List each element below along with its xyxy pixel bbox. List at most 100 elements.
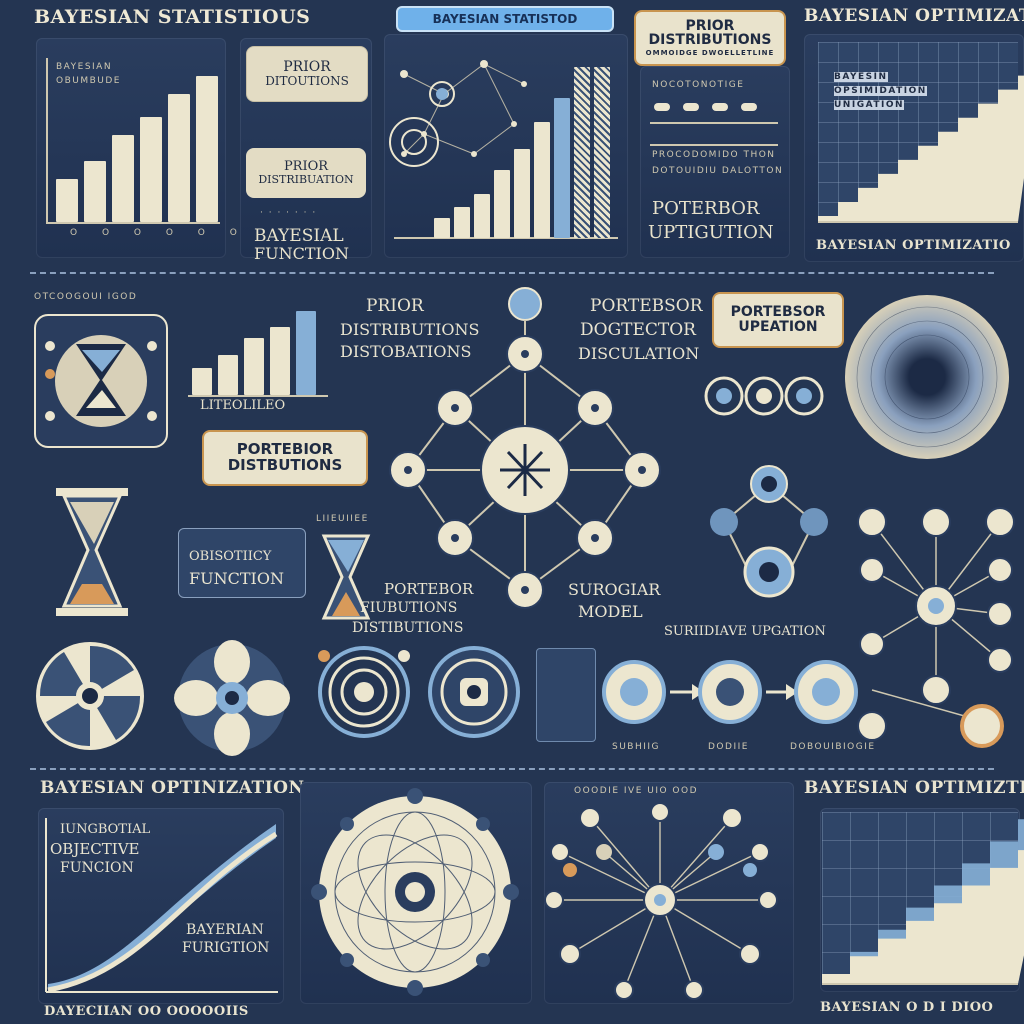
small-bar	[296, 311, 316, 395]
bottom-left-footer: DAYECIIAN OO OOOOOIIS	[44, 1004, 249, 1019]
prior-tag-label: PRIOR DISTRIBUTIONS	[648, 17, 772, 49]
bar-chart-bar	[112, 135, 134, 222]
prior-label-6: FUNCTION	[254, 244, 349, 263]
middle-small-caption: LIIEUIIEE	[316, 514, 369, 524]
post-dist-1: PORTEBOR	[384, 580, 474, 598]
post-dist-3: DISTIBUTIONS	[352, 620, 464, 636]
bay-line-1: BAYERIAN	[186, 922, 264, 938]
objective-curve-panel: IUNGBOTIAL OBJECTIVE FUNCION BAYERIAN FU…	[38, 808, 284, 1004]
objective-line-2: FUNCTION	[189, 569, 284, 588]
prior-label-box-1: PRIOR DITOUTIONS	[246, 46, 368, 102]
pinwheel-icon	[36, 642, 144, 750]
header-badge-center[interactable]: BAYESIAN STATISTOD	[396, 6, 614, 32]
mid-prior-1: PRIOR	[366, 296, 424, 316]
center-bars	[404, 64, 624, 238]
mid-portr-3: DISCULATION	[578, 344, 700, 363]
prior-tag-top[interactable]: PRIOR DISTRIBUTIONS OMMOIDGE DWOELLETLIN…	[634, 10, 786, 66]
bottom-right-footer: BAYESIAN O D I DIOO	[820, 1000, 994, 1015]
center-bar	[554, 98, 570, 238]
central-network-diagram	[389, 287, 661, 609]
bay-line-2: FURIGTION	[182, 940, 270, 956]
prior-label-box-2: PRIOR DISTRIBUATION	[246, 148, 366, 198]
bottom-left-title: BAYESIAN OPTINIZATION	[40, 778, 305, 798]
surrogate-update: SURIIDIAVE UPGATION	[664, 624, 826, 639]
star-network-icon	[857, 507, 1015, 748]
prior-label-3: PRIOR	[283, 159, 329, 175]
flow-caption-1: SUBHIIG	[612, 742, 661, 752]
panel-center-network-bars	[384, 34, 628, 258]
header-badge-label: BAYESIAN STATISTOD	[432, 11, 578, 26]
prior-caption-dots: · · · · · · ·	[260, 208, 317, 218]
chart-tick-labels: O O O O O O	[70, 228, 248, 238]
posterior-tag-line-2: DISTBUTIONS	[227, 456, 343, 474]
bar-chart-area	[46, 58, 220, 224]
obj-line-3: FUNCION	[60, 860, 134, 876]
double-ring-icon	[704, 376, 824, 416]
radial-pattern-icon	[845, 295, 1009, 459]
objective-curve-chart	[45, 818, 278, 993]
bottom-right-title: BAYESIAN OPTIMIZTIO	[804, 778, 1024, 798]
panel-prior: PRIOR DITOUTIONS PRIOR DISTRIBUATION · ·…	[240, 38, 372, 263]
center-bar	[534, 122, 550, 238]
small-bar	[244, 338, 264, 395]
small-bar-chart	[188, 300, 328, 397]
objective-function-card[interactable]: OBISOTIICY FUNCTION	[178, 528, 306, 598]
posterior-update-tag[interactable]: PORTEBSOR UPEATION	[712, 292, 844, 348]
hourglass-icon	[45, 335, 157, 427]
bar-chart-bar	[84, 161, 106, 222]
update-tag-line-2: UPEATION	[738, 319, 818, 335]
posterior-rule-1	[650, 122, 778, 146]
center-bar	[574, 67, 590, 238]
posterior-distributions-tag[interactable]: PORTEBIOR DISTBUTIONS	[202, 430, 368, 486]
small-bar	[192, 368, 212, 395]
mandala-icon	[311, 788, 519, 996]
posterior-line-3: DOTOUIDIU DALOTTON	[652, 166, 784, 176]
hourglass-small	[320, 532, 372, 622]
radial-network-icon	[544, 802, 778, 1000]
mid-prior-3: DISTOBATIONS	[340, 342, 472, 361]
prior-label-2: DITOUTIONS	[265, 74, 349, 89]
posterior-dots	[654, 96, 774, 111]
bar-chart-bar	[168, 94, 190, 222]
mid-portr-1: PORTEBSOR	[590, 296, 703, 316]
prior-tag-sublabel: OMMOIDGE DWOELLETLINE	[645, 49, 775, 58]
obj-line-2: OBJECTIVE	[50, 840, 140, 858]
update-tag-line-1: PORTEBSOR	[730, 304, 826, 321]
hourglass-card[interactable]	[34, 314, 168, 448]
panel-bar-chart: BAYESIAN OBUMBUDE O O O O O O	[36, 38, 237, 258]
posterior-label-2: UPTIGUTION	[648, 222, 774, 243]
target-icon-1	[318, 646, 410, 738]
center-bar	[494, 169, 510, 238]
mid-portr-2: DOGTECTOR	[580, 320, 696, 340]
panel-top-right-optimization: BAYESIN OPSIMIDATION UNIGATION BAYESIAN …	[804, 34, 1024, 262]
surrogate-2: MODEL	[578, 602, 643, 621]
center-bar	[594, 67, 610, 238]
header-title-left: BAYESIAN STATISTIOUS	[34, 6, 311, 28]
network-caption: OOODIE IVE UIO OOD	[574, 786, 699, 796]
target-icon-2	[428, 646, 520, 738]
bottom-right-area-chart	[822, 812, 1024, 985]
header-title-right: BAYESIAN OPTIMIZATIO	[804, 6, 1024, 26]
center-bar	[454, 207, 470, 238]
surrogate-1: SUROGIAR	[568, 580, 661, 599]
mid-prior-2: DISTRIBUTIONS	[340, 320, 480, 339]
top-right-label-2: OPSIMIDATION	[834, 86, 927, 96]
obj-line-1: IUNGBOTIAL	[60, 822, 151, 837]
posterior-tag-line-1: PORTEBIOR	[236, 440, 334, 459]
posterior-line-2: PROCODOMIDO THON	[652, 150, 776, 160]
top-right-footer: BAYESIAN OPTIMIZATIO	[816, 238, 1011, 253]
prior-label-5: BAYESIAL	[254, 226, 344, 246]
chart-label-1: BAYESIAN	[56, 62, 113, 72]
flow-box	[536, 648, 596, 742]
panel-posterior: NOCOTONOTIGE PROCODOMIDO THON DOTOUIDIU …	[640, 66, 790, 258]
bar-chart-bar	[140, 117, 162, 222]
section-divider-top	[30, 272, 994, 274]
center-bar	[474, 193, 490, 238]
posterior-label-1: POTERBOR	[652, 198, 760, 219]
prior-label-4: DISTRIBUATION	[258, 173, 354, 187]
top-right-label-1: BAYESIN	[834, 72, 888, 82]
radial-network-panel: OOODIE IVE UIO OOD	[544, 782, 794, 1004]
small-bar-caption: LITEOLILEO	[200, 398, 286, 413]
small-bar	[270, 326, 290, 395]
center-network-svg	[389, 60, 618, 239]
